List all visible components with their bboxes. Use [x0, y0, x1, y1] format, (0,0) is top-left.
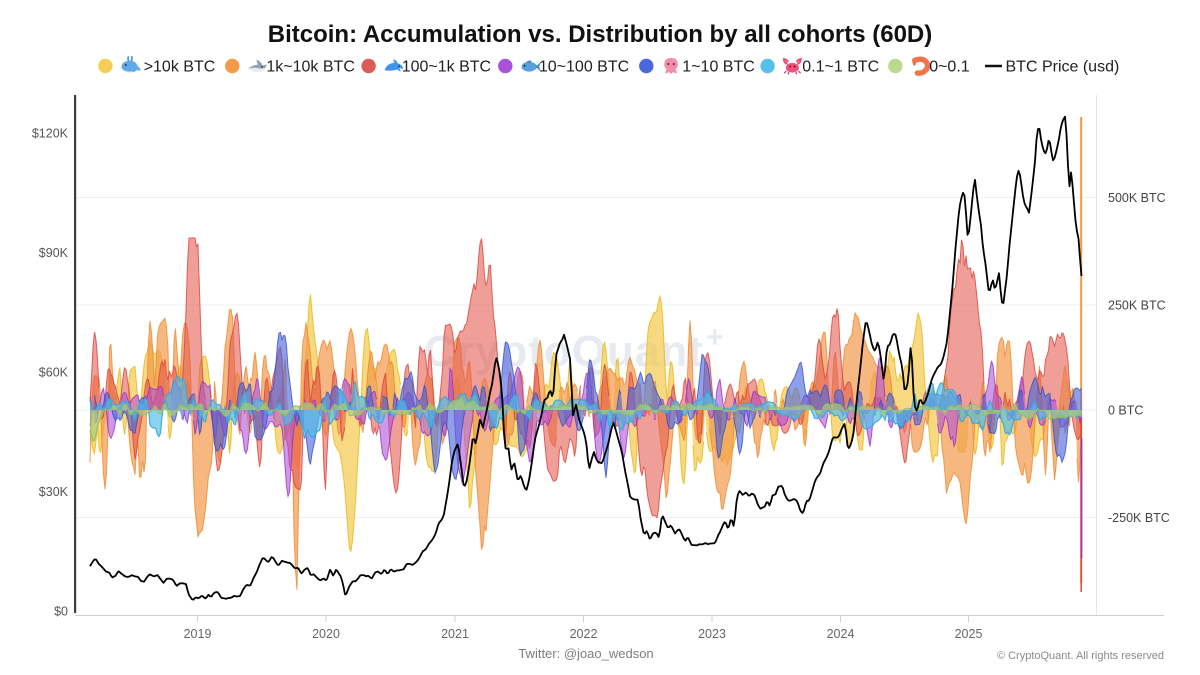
svg-text:-250K BTC: -250K BTC	[1108, 511, 1170, 525]
svg-text:100~1k BTC: 100~1k BTC	[402, 59, 491, 76]
svg-text:0 BTC: 0 BTC	[1108, 404, 1143, 418]
svg-text:BTC Price (usd): BTC Price (usd)	[1006, 59, 1120, 76]
svg-text:$120K: $120K	[32, 127, 69, 141]
svg-text:250K BTC: 250K BTC	[1108, 299, 1166, 313]
svg-text:0.1~1 BTC: 0.1~1 BTC	[802, 59, 879, 76]
svg-text:$60K: $60K	[39, 366, 69, 380]
svg-text:$30K: $30K	[39, 485, 69, 499]
svg-text:1k~10k BTC: 1k~10k BTC	[266, 59, 354, 76]
svg-text:10~100 BTC: 10~100 BTC	[539, 59, 629, 76]
svg-text:500K BTC: 500K BTC	[1108, 191, 1166, 205]
svg-text:2022: 2022	[570, 627, 598, 641]
svg-text:0~0.1: 0~0.1	[929, 59, 970, 76]
svg-text:2019: 2019	[184, 627, 212, 641]
svg-text:2023: 2023	[698, 627, 726, 641]
svg-text:© CryptoQuant. All rights rese: © CryptoQuant. All rights reserved	[997, 650, 1164, 662]
svg-text:$0: $0	[54, 605, 68, 619]
svg-text:2021: 2021	[441, 627, 469, 641]
svg-text:Twitter: @joao_wedson: Twitter: @joao_wedson	[518, 646, 653, 661]
svg-text:1~10 BTC: 1~10 BTC	[682, 59, 754, 76]
svg-text:2024: 2024	[827, 627, 855, 641]
svg-text:2020: 2020	[312, 627, 340, 641]
svg-text:2025: 2025	[955, 627, 983, 641]
svg-text:+: +	[706, 321, 724, 354]
svg-text:>10k BTC: >10k BTC	[144, 59, 216, 76]
svg-text:$90K: $90K	[39, 246, 69, 260]
svg-text:Bitcoin: Accumulation vs. Dist: Bitcoin: Accumulation vs. Distribution b…	[268, 21, 933, 48]
